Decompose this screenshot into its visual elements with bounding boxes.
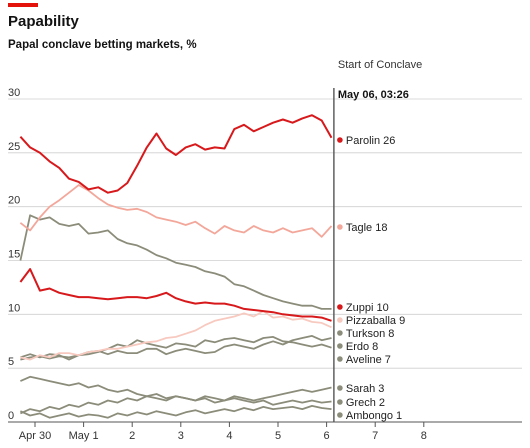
series-line-zuppi bbox=[19, 268, 332, 322]
end-dot-pizzaballa bbox=[337, 317, 343, 323]
x-tick-label-7: 7 bbox=[372, 430, 378, 442]
y-tick-label-25: 25 bbox=[8, 141, 20, 153]
chart-title: Papability bbox=[8, 13, 79, 30]
end-dot-sarah bbox=[337, 385, 343, 391]
y-tick-label-20: 20 bbox=[8, 195, 20, 207]
end-label-ambongo: Ambongo 1 bbox=[346, 410, 402, 422]
end-label-zuppi: Zuppi 10 bbox=[346, 302, 389, 314]
y-tick-label-10: 10 bbox=[8, 302, 20, 314]
x-tick-label-1: May 1 bbox=[69, 430, 99, 442]
series-line-ambongo bbox=[20, 405, 332, 419]
end-dot-grech bbox=[337, 399, 343, 405]
x-tick-label-5: 5 bbox=[275, 430, 281, 442]
y-tick-label-0: 0 bbox=[8, 410, 14, 422]
y-tick-label-15: 15 bbox=[8, 249, 20, 261]
brand-accent-bar bbox=[8, 3, 38, 7]
x-tick-label-8: 8 bbox=[421, 430, 427, 442]
series-line-erdo bbox=[20, 335, 332, 361]
end-dot-parolin bbox=[337, 137, 343, 143]
end-dot-erdo bbox=[337, 343, 343, 349]
conclave-marker-time: May 06, 03:26 bbox=[338, 89, 409, 101]
end-label-aveline: Aveline 7 bbox=[346, 354, 391, 366]
x-tick-label-4: 4 bbox=[226, 430, 232, 442]
x-tick-label-2: 2 bbox=[129, 430, 135, 442]
series-line-aveline bbox=[20, 336, 332, 361]
end-label-erdo: Erdo 8 bbox=[346, 341, 378, 353]
x-tick-label-0: Apr 30 bbox=[19, 430, 51, 442]
x-tick-label-3: 3 bbox=[178, 430, 184, 442]
conclave-marker-label: Start of Conclave bbox=[338, 59, 422, 71]
series-line-grech bbox=[20, 395, 332, 415]
end-label-tagle: Tagle 18 bbox=[346, 222, 388, 234]
x-tick-label-6: 6 bbox=[324, 430, 330, 442]
series-line-pizzaballa bbox=[20, 310, 332, 361]
end-dot-zuppi bbox=[337, 304, 343, 310]
end-label-pizzaballa: Pizzaballa 9 bbox=[346, 315, 405, 327]
series-line-tagle bbox=[19, 184, 333, 238]
series-line-parolin bbox=[19, 114, 333, 194]
chart-subtitle: Papal conclave betting markets, % bbox=[8, 39, 197, 51]
end-label-grech: Grech 2 bbox=[346, 397, 385, 409]
end-dot-tagle bbox=[337, 224, 343, 230]
end-dot-turkson bbox=[337, 330, 343, 336]
end-label-parolin: Parolin 26 bbox=[346, 135, 396, 147]
end-label-sarah: Sarah 3 bbox=[346, 383, 385, 395]
y-tick-label-30: 30 bbox=[8, 87, 20, 99]
series-line-turkson bbox=[19, 214, 332, 310]
end-dot-aveline bbox=[337, 356, 343, 362]
end-label-turkson: Turkson 8 bbox=[346, 328, 395, 340]
end-dot-ambongo bbox=[337, 412, 343, 418]
y-tick-label-5: 5 bbox=[8, 356, 14, 368]
